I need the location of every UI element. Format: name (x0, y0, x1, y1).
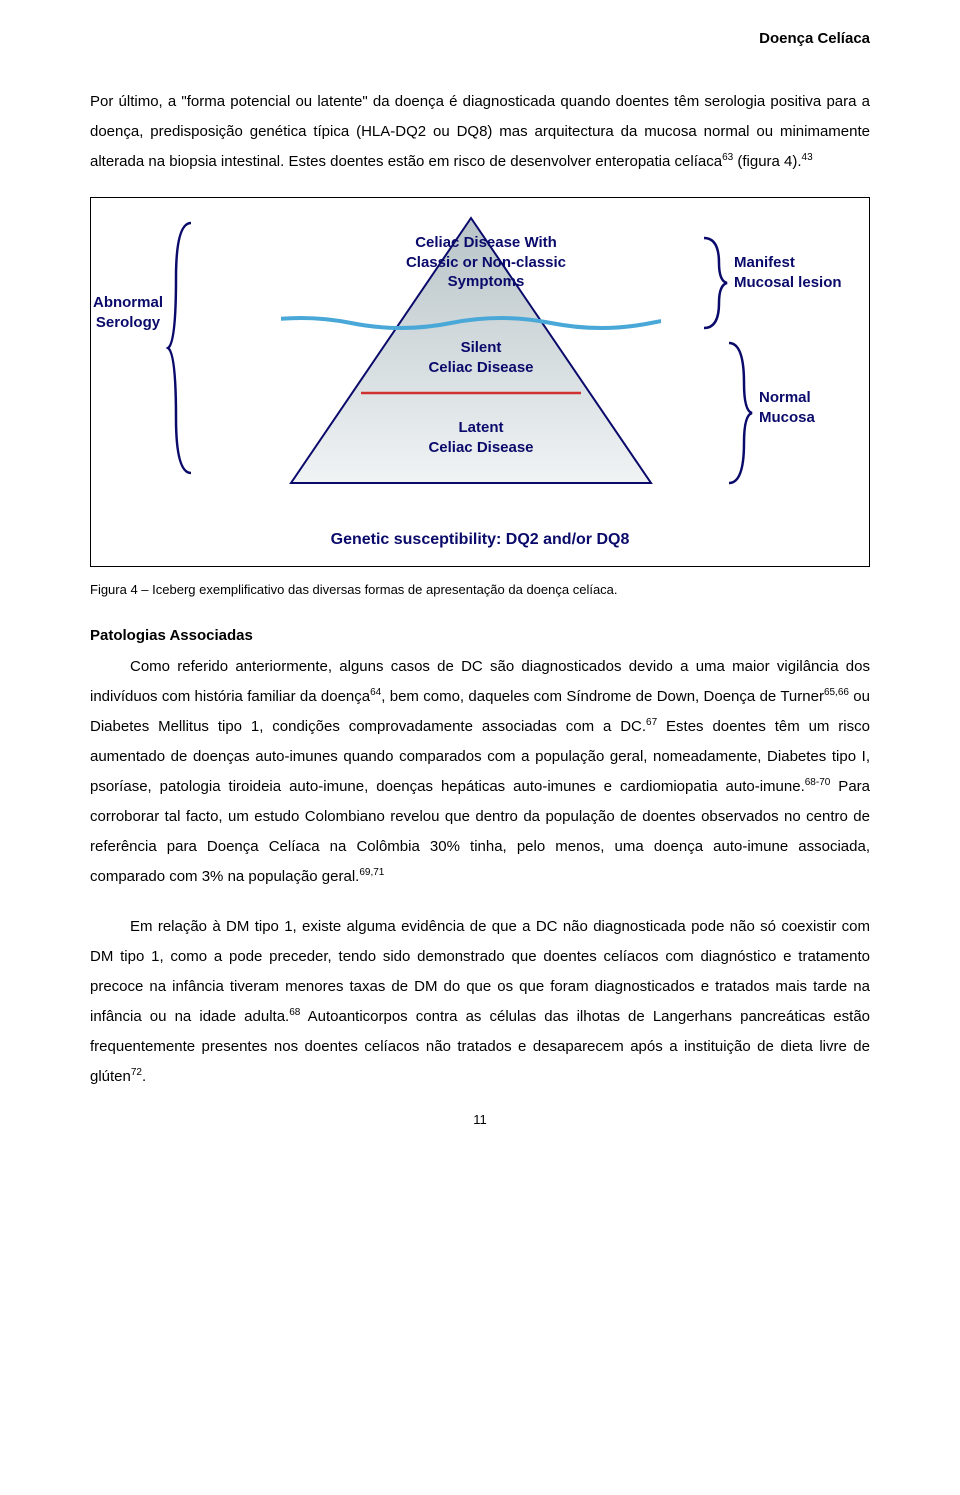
label-genetic-text: Genetic susceptibility: DQ2 and/or DQ8 (331, 531, 630, 548)
p2-s2: 65,66 (824, 687, 849, 698)
p3-c: . (142, 1068, 146, 1085)
label-classic-symptoms: Celiac Disease With Classic or Non-class… (371, 233, 601, 292)
p2-s1: 64 (370, 687, 381, 698)
label-silent: Silent Celiac Disease (421, 338, 541, 377)
right-brace-top-icon (699, 233, 729, 333)
label-silent-text: Silent Celiac Disease (428, 339, 533, 376)
paragraph-1: Por último, a "forma potencial ou latent… (90, 87, 870, 177)
left-brace-icon (166, 218, 196, 478)
label-normal-mucosa-text: Normal Mucosa (759, 389, 815, 426)
figure-caption: Figura 4 – Iceberg exemplificativo das d… (90, 582, 870, 597)
label-normal-mucosa: Normal Mucosa (759, 388, 839, 427)
paragraph-2: Como referido anteriormente, alguns caso… (90, 652, 870, 892)
label-genetic-susceptibility: Genetic susceptibility: DQ2 and/or DQ8 (91, 530, 869, 551)
label-abnormal-serology: Abnormal Serology (83, 293, 173, 332)
para1-sup2: 43 (802, 152, 813, 163)
label-latent: Latent Celiac Disease (421, 418, 541, 457)
p3-s1: 68 (289, 1007, 300, 1018)
paragraph-3: Em relação à DM tipo 1, existe alguma ev… (90, 912, 870, 1092)
label-classic-symptoms-text: Celiac Disease With Classic or Non-class… (406, 234, 566, 290)
p2-s3: 67 (646, 717, 657, 728)
page-header-title: Doença Celíaca (90, 30, 870, 47)
label-manifest: Manifest Mucosal lesion (734, 253, 854, 292)
para1-text-b: (figura 4). (733, 153, 801, 170)
section-heading-patologias: Patologias Associadas (90, 627, 870, 644)
p2-s5: 69,71 (359, 867, 384, 878)
p2-s4: 68-70 (805, 777, 831, 788)
p3-s2: 72 (131, 1067, 142, 1078)
right-brace-bot-icon (724, 338, 754, 488)
iceberg-figure: Abnormal Serology Celiac Disease With Cl… (90, 197, 870, 567)
p2-b: , bem como, daqueles com Síndrome de Dow… (381, 688, 824, 705)
label-manifest-text: Manifest Mucosal lesion (734, 254, 842, 291)
page-number: 11 (90, 1112, 870, 1127)
para1-sup1: 63 (722, 152, 733, 163)
label-abnormal-serology-text: Abnormal Serology (93, 294, 163, 331)
label-latent-text: Latent Celiac Disease (428, 419, 533, 456)
